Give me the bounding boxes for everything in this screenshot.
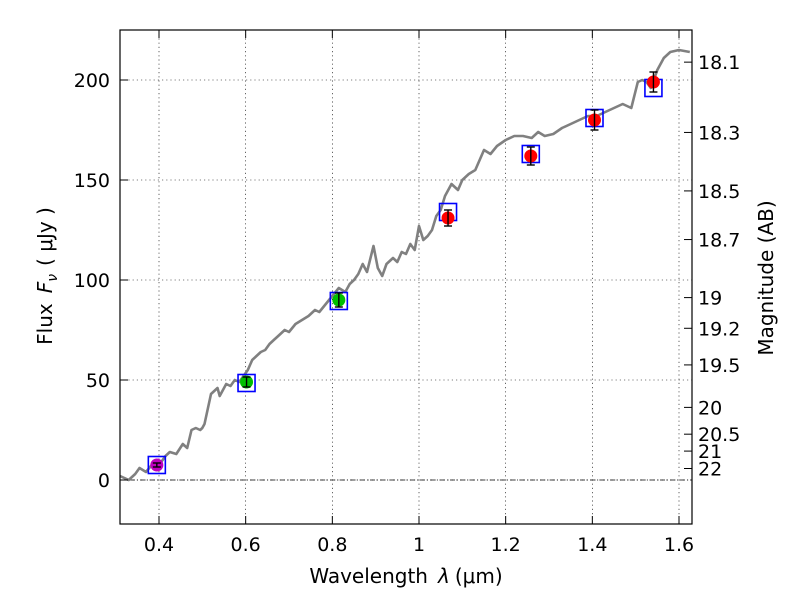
x-tick-label: 0.6 — [231, 534, 261, 556]
grid — [120, 30, 692, 524]
y2-axis-label: Magnitude (AB) — [754, 200, 778, 355]
model-flux-box — [147, 455, 167, 475]
y-tick-label: 100 — [74, 270, 110, 292]
x-tick-label: 0.8 — [317, 534, 347, 556]
model-flux-box — [237, 373, 256, 393]
y2-tick-label: 20 — [698, 397, 722, 419]
x-tick-label: 1.2 — [491, 534, 521, 556]
data-points-layer — [147, 71, 663, 475]
y2-tick-label: 18.1 — [698, 52, 740, 74]
ticks-layer: 0.4 0.6 0.8 1 1.2 1.4 1.6 0 50 100 150 200 18.1 18.3 1… — [74, 30, 740, 556]
y2-tick-label: 18.7 — [698, 230, 740, 252]
x-axis-label: Wavelength λ (μm) — [309, 564, 502, 588]
x-tick-label: 1 — [413, 534, 425, 556]
y-tick-label: 200 — [74, 70, 110, 92]
y-tick-label: 50 — [86, 370, 110, 392]
y2-tick-label: 19.5 — [698, 355, 740, 377]
x-tick-label: 0.4 — [144, 534, 174, 556]
model-spectrum-line — [119, 48, 691, 482]
y2-tick-label: 18.3 — [698, 122, 740, 144]
y2-tick-label: 20.5 — [698, 424, 740, 446]
y2-tick-label: 21 — [698, 441, 722, 463]
y2-tick-label: 22 — [698, 458, 722, 480]
y-tick-label: 0 — [98, 470, 110, 492]
y2-tick-label: 18.5 — [698, 181, 740, 203]
y-tick-label: 150 — [74, 170, 110, 192]
model-spectrum-layer — [119, 48, 691, 482]
x-tick-label: 1.4 — [577, 534, 607, 556]
x-tick-label: 1.6 — [664, 534, 694, 556]
y-axis-label: FluxFν( μJy ) — [33, 207, 61, 345]
plot-frame — [119, 29, 693, 525]
y2-tick-label: 19.2 — [698, 318, 740, 340]
y2-tick-label: 19 — [698, 288, 722, 310]
